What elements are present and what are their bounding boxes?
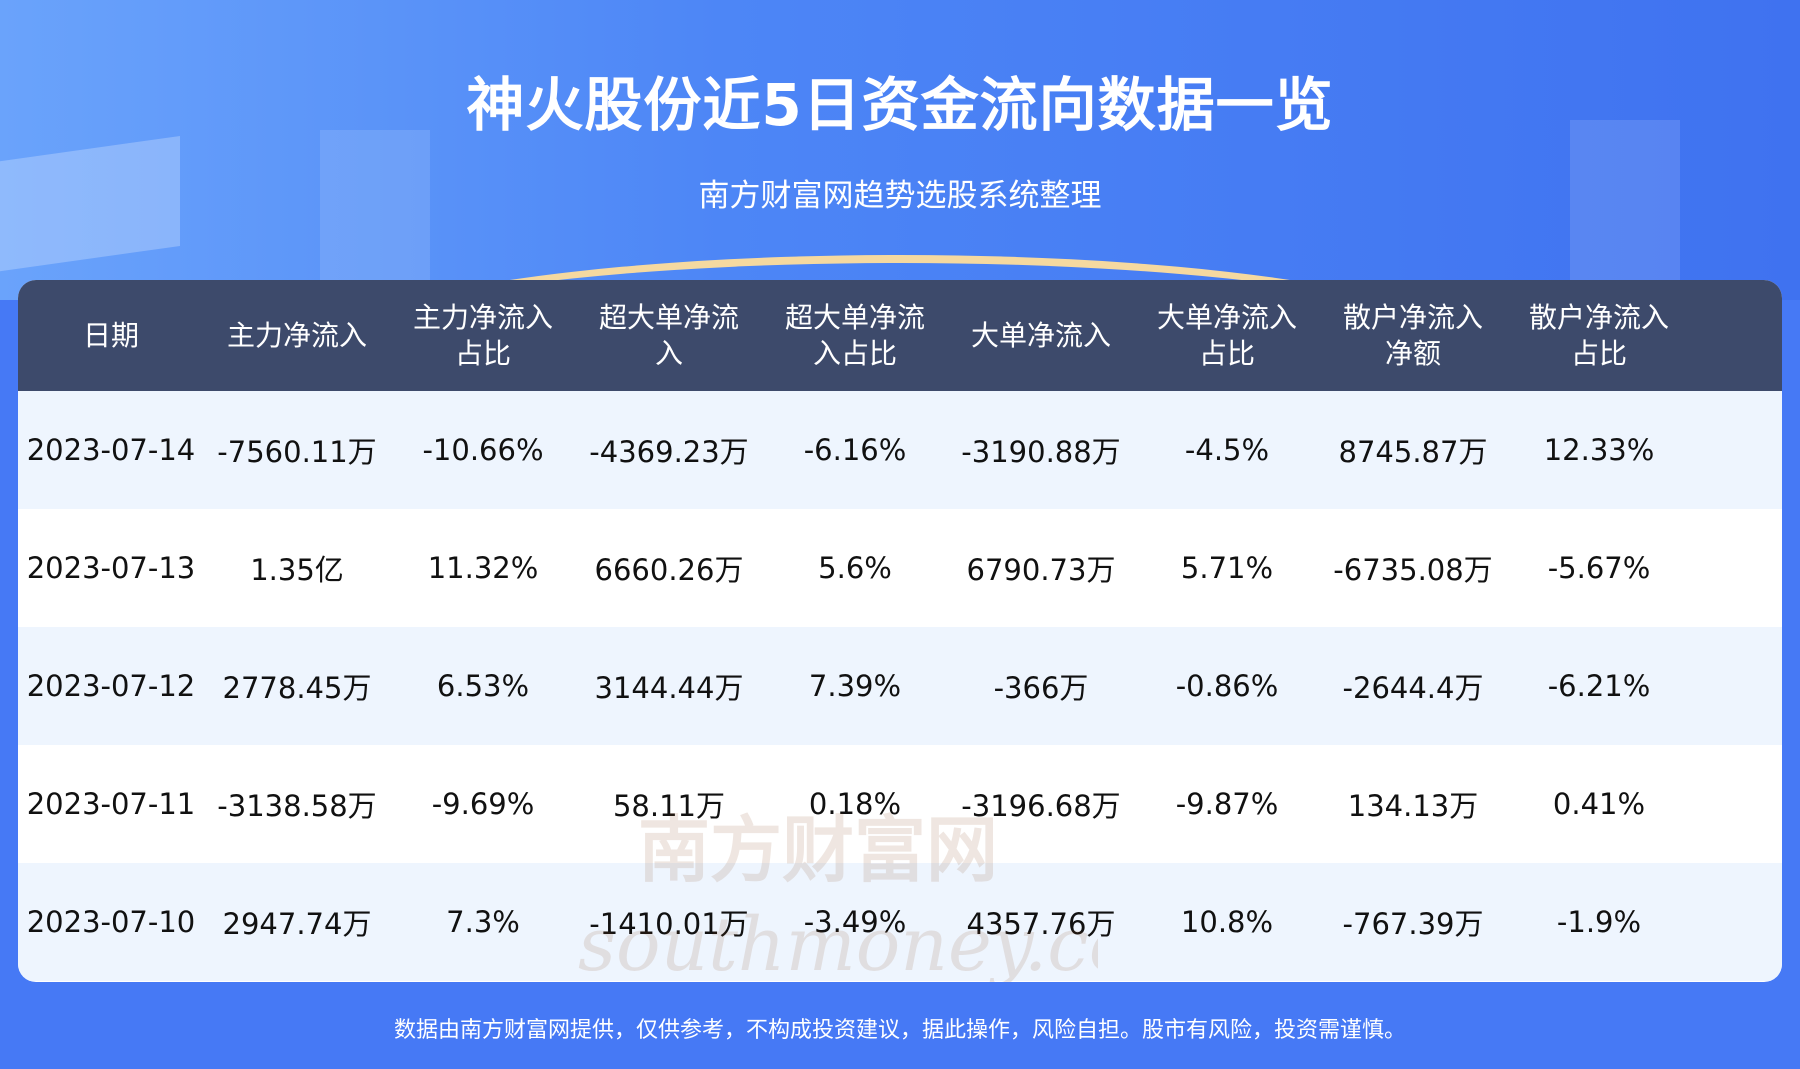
column-header: 超大单净流 入占比	[784, 300, 925, 370]
table-cell: 5.6%	[818, 551, 892, 585]
table-cell: -3138.58万	[217, 789, 377, 823]
banner	[0, 0, 1800, 300]
column-header: 超大单净流 入	[598, 300, 739, 370]
fund-flow-table: 日期 主力净流入 主力净流入 占比 超大单净流 入超大单净流 入占比 大单净流入 大单净流…	[18, 280, 1782, 982]
table-cell: 2023-07-14	[26, 433, 196, 467]
table-cell: 10.8%	[1180, 905, 1274, 939]
table-cell: 58.11万	[612, 789, 726, 823]
table-header: 日期 主力净流入 主力净流入 占比 超大单净流 入超大单净流 入占比 大单净流入 大单净流…	[18, 280, 1782, 391]
table-cell: 2023-07-13	[26, 551, 196, 585]
table-cell: 12.33%	[1543, 433, 1655, 467]
table-cell: 6790.73万	[966, 553, 1116, 587]
table-cell: -0.86%	[1175, 669, 1279, 703]
column-header: 主力净流入	[226, 318, 367, 352]
table-cell: -6735.08万	[1333, 553, 1493, 587]
table-row: 2023-07-14 -7560.11万 -10.66% -4369.23万 -6.16…	[18, 391, 1782, 509]
table-cell: 8745.87万	[1338, 435, 1488, 469]
table-cell: 4357.76万	[966, 907, 1116, 941]
decoration	[320, 130, 430, 280]
table-cell: 2023-07-11	[26, 787, 196, 821]
table-cell: 2778.45万	[222, 671, 372, 705]
table-cell: -3.49%	[803, 905, 907, 939]
table-cell: -4.5%	[1184, 433, 1270, 467]
decoration-arc	[310, 255, 1490, 300]
column-header: 散户净流入 占比	[1528, 300, 1669, 370]
disclaimer: 数据由南方财富网提供，仅供参考，不构成投资建议，据此操作，风险自担。股市有风险，…	[393, 1018, 1406, 1043]
table-cell: -9.87%	[1175, 787, 1279, 821]
table-cell: 2947.74万	[222, 907, 372, 941]
table-cell: 0.41%	[1552, 787, 1646, 821]
table-cell: 11.32%	[427, 551, 539, 585]
table-body: 2023-07-14 -7560.11万 -10.66% -4369.23万 -6.16…	[18, 391, 1782, 981]
table-cell: -5.67%	[1547, 551, 1651, 585]
column-header: 日期	[82, 318, 139, 352]
table-cell: 134.13万	[1347, 789, 1479, 823]
table-cell: 3144.44万	[594, 671, 744, 705]
table-cell: -4369.23万	[589, 435, 749, 469]
table-cell: 2023-07-10	[26, 905, 196, 939]
table-cell: 2023-07-12	[26, 669, 196, 703]
table-cell: -3196.68万	[961, 789, 1121, 823]
table-cell: 1.35亿	[250, 553, 344, 587]
table-cell: -9.69%	[431, 787, 535, 821]
table-cell: -6.16%	[803, 433, 907, 467]
table-cell: -7560.11万	[217, 435, 377, 469]
column-header: 主力净流入 占比	[412, 300, 553, 370]
table-cell: 7.39%	[808, 669, 902, 703]
table-cell: -767.39万	[1342, 907, 1484, 941]
table-cell: 6660.26万	[594, 553, 744, 587]
table-cell: -3190.88万	[961, 435, 1121, 469]
table-cell: -1410.01万	[589, 907, 749, 941]
table-row: 2023-07-13 1.35亿 11.32% 6660.26万 5.6% 6790.73…	[18, 509, 1782, 627]
column-header: 大单净流入 占比	[1156, 300, 1297, 370]
table-cell: -2644.4万	[1342, 671, 1484, 705]
table-cell: -10.66%	[422, 433, 544, 467]
table-cell: 0.18%	[808, 787, 902, 821]
table-row: 2023-07-12 2778.45万 6.53% 3144.44万 7.39% -366…	[18, 627, 1782, 745]
table-row: 2023-07-11 -3138.58万 -9.69% 58.11万 0.18% -319…	[18, 745, 1782, 863]
decoration	[1570, 120, 1680, 290]
table-cell: 7.3%	[446, 905, 520, 939]
table-cell: -6.21%	[1547, 669, 1651, 703]
column-header: 散户净流入 净额	[1342, 300, 1483, 370]
table-cell: -366万	[993, 671, 1089, 705]
table-cell: 5.71%	[1180, 551, 1274, 585]
page-subtitle: 南方财富网趋势选股系统整理	[698, 178, 1102, 214]
table-cell: -1.9%	[1556, 905, 1642, 939]
table-row: 2023-07-10 2947.74万 7.3% -1410.01万 -3.49% 435…	[18, 863, 1782, 981]
page-title: 神火股份近5日资金流向数据一览	[466, 71, 1334, 139]
column-header: 大单净流入	[970, 318, 1111, 352]
table-cell: 6.53%	[436, 669, 530, 703]
